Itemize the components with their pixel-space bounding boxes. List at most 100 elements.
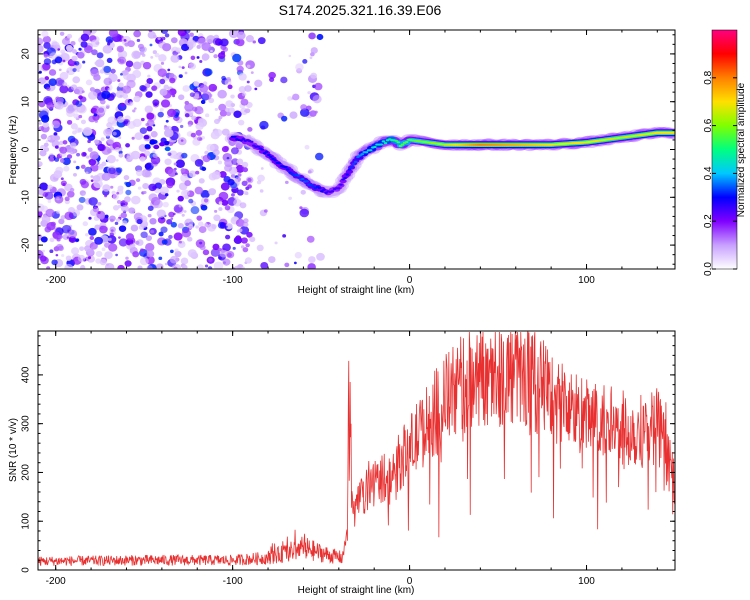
spectrogram-noise-blob <box>196 56 200 59</box>
spectrogram-noise-blob <box>62 81 68 87</box>
spectrogram-noise-blob <box>135 169 143 177</box>
spectrogram-noise-blob <box>77 254 86 262</box>
spectrogram-noise-blob <box>187 236 193 242</box>
spectrogram-noise-blob <box>94 119 98 123</box>
spectrogram-noise-blob <box>175 47 182 53</box>
spectrogram-noise-blob <box>38 203 45 212</box>
spectrogram-noise-blob <box>87 147 93 153</box>
spectrogram-noise-blob <box>257 174 265 182</box>
spectrogram-noise-blob <box>160 99 171 108</box>
spectrogram-noise-blob <box>38 126 45 132</box>
spectrogram-noise-blob <box>241 161 249 168</box>
spectrogram-ridge-point <box>317 186 322 190</box>
spectrogram-noise-blob <box>206 143 215 152</box>
spectrogram-noise-blob <box>221 146 229 153</box>
colorbar-label: Normalized spectral amplitude <box>736 82 747 217</box>
spectrogram-noise-blob <box>188 198 194 204</box>
spectrogram-ridge-point <box>373 145 377 149</box>
spectrogram-noise-blob <box>225 234 231 240</box>
spectrogram-noise-blob <box>75 100 83 107</box>
spectrogram-ridge-point <box>330 190 335 193</box>
spectrogram-noise-blob <box>117 116 125 123</box>
spectrogram-noise-blob <box>247 126 253 132</box>
spectrogram-ridge-point <box>309 183 313 187</box>
spectrogram-noise-blob <box>238 73 247 81</box>
spectrogram-noise-blob <box>64 263 74 269</box>
spectrogram-noise-blob <box>308 32 316 40</box>
spectrogram-noise-blob <box>82 221 88 227</box>
spectrogram-noise-blob <box>77 69 80 72</box>
spectrogram-noise-blob <box>62 182 66 187</box>
spectrogram-noise-blob <box>71 55 78 62</box>
spectrogram-noise-blob <box>288 54 292 58</box>
spectrogram-noise-blob <box>170 221 177 228</box>
spectrogram-noise-blob <box>180 139 184 142</box>
spectrogram-noise-blob <box>42 35 52 44</box>
spectrogram-noise-blob <box>152 153 158 159</box>
spectrogram-noise-blob <box>213 54 218 59</box>
spectrogram-noise-blob <box>108 237 112 242</box>
spectrogram-noise-blob <box>54 135 61 141</box>
spectrogram-noise-blob <box>285 180 289 185</box>
spectrogram-noise-blob <box>115 218 121 223</box>
spectrogram-noise-blob <box>151 85 158 91</box>
spectrogram-noise-blob <box>158 231 164 237</box>
spectrogram-noise-blob <box>233 198 242 207</box>
spectrogram-noise-blob <box>104 251 113 259</box>
spectrogram-ylabel: Frequency (Hz) <box>8 116 19 185</box>
spectrogram-noise-blob <box>56 243 64 251</box>
spectrogram-noise-blob <box>99 258 107 266</box>
spectrogram-noise-blob <box>189 92 195 98</box>
spectrogram-ridge-point <box>241 138 246 141</box>
spectrogram-noise-blob <box>236 189 244 196</box>
spectrogram-ridge-point <box>290 172 294 175</box>
spectrogram-noise-blob <box>212 149 220 156</box>
spectrogram-noise-blob <box>84 45 93 54</box>
spectrogram-noise-blob <box>222 258 231 266</box>
spectrogram-noise-blob <box>101 172 111 181</box>
spectrogram-noise-blob <box>231 217 237 222</box>
spectrogram-noise-blob <box>242 247 249 253</box>
spectrogram-noise-blob <box>90 175 94 178</box>
spectrogram-noise-blob <box>246 64 251 68</box>
spectrogram-noise-blob <box>53 132 58 136</box>
spectrogram-noise-blob <box>123 39 127 42</box>
spectrogram-noise-blob <box>85 233 89 237</box>
spectrogram-noise-blob <box>57 234 63 240</box>
spectrogram-noise-blob <box>80 180 89 189</box>
spectrogram-noise-blob <box>302 59 308 64</box>
spectrogram-noise-blob <box>224 205 231 211</box>
spectrogram-noise-blob <box>168 234 173 240</box>
snr-xtick-label: -200 <box>46 576 66 587</box>
spectrogram-noise-blob <box>122 69 129 76</box>
spectrogram-noise-blob <box>167 108 177 118</box>
spectrogram-noise-blob <box>124 42 129 47</box>
spectrogram-noise-blob <box>204 150 209 155</box>
spectrogram-noise-blob <box>170 37 178 44</box>
spectrogram-noise-blob <box>217 52 226 59</box>
spectrogram-noise-blob <box>116 167 123 173</box>
spectrogram-noise-blob <box>133 95 141 103</box>
spectrogram-noise-blob <box>51 41 60 50</box>
spectrogram-noise-blob <box>316 252 325 261</box>
spectrogram-noise-blob <box>238 228 243 233</box>
spectrogram-noise-blob <box>93 113 98 117</box>
spectrogram-noise-blob <box>240 98 249 106</box>
spectrogram-noise-blob <box>90 179 94 182</box>
spectrogram-noise-blob <box>183 190 190 196</box>
spectrogram-noise-blob <box>112 194 119 200</box>
spectrogram-noise-blob <box>188 62 196 70</box>
spectrogram-noise-blob <box>88 158 97 166</box>
spectrogram-noise-blob <box>110 185 114 189</box>
spectrogram-ridge-point <box>305 180 309 183</box>
spectrogram-noise-blob <box>99 69 105 74</box>
spectrogram-noise-blob <box>55 253 59 257</box>
spectrogram-noise-blob <box>190 55 196 60</box>
spectrogram-noise-blob <box>117 56 127 65</box>
spectrogram-noise-blob <box>146 119 155 127</box>
spectrogram-noise-blob <box>152 34 157 39</box>
spectrogram-noise-blob <box>116 191 120 195</box>
spectrogram-noise-blob <box>197 264 204 269</box>
spectrogram-noise-blob <box>146 250 155 258</box>
spectrogram-noise-blob <box>60 177 64 181</box>
